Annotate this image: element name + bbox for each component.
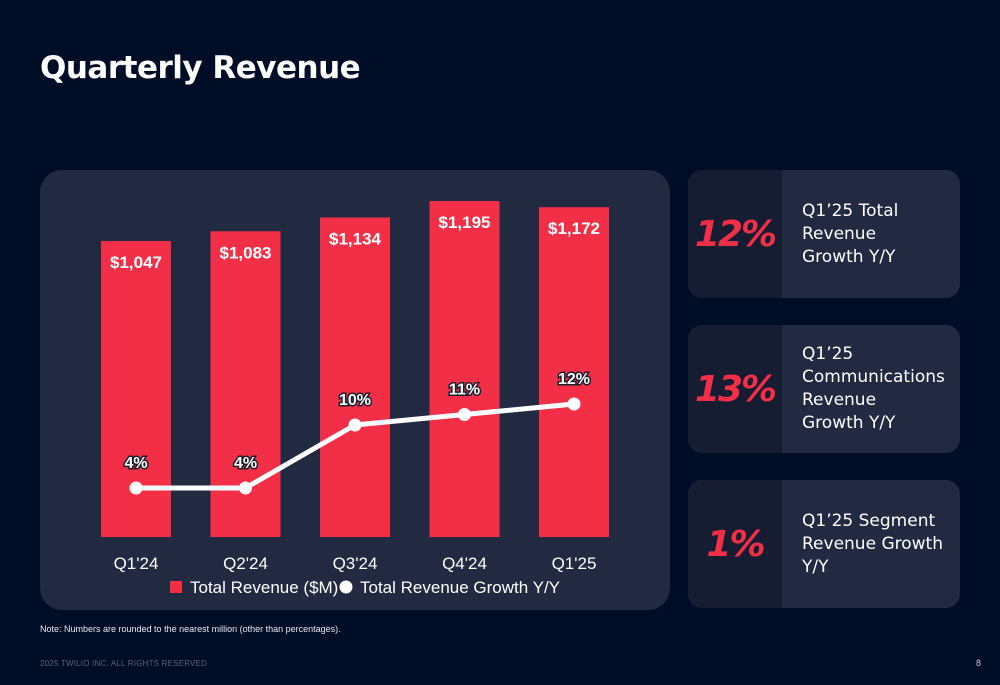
kpi-value-box: 1% — [688, 480, 782, 608]
kpi-value-box: 12% — [688, 170, 782, 298]
kpi-card-segment-revenue-growth: 1% Q1’25 Segment Revenue Growth Y/Y — [688, 480, 960, 608]
growth-point-label: 11% — [449, 382, 480, 399]
kpi-label-box: Q1’25 Total Revenue Growth Y/Y — [782, 170, 960, 298]
growth-point-label: 10% — [339, 392, 371, 409]
revenue-bar-label: $1,172 — [548, 219, 600, 238]
revenue-bar-label: $1,083 — [220, 243, 272, 262]
legend-swatch-growth — [339, 580, 353, 594]
growth-point-label: 12% — [558, 371, 590, 388]
kpi-label: Q1’25 Total Revenue Growth Y/Y — [802, 200, 899, 267]
legend-label-growth: Total Revenue Growth Y/Y — [360, 578, 560, 597]
growth-point-label: 4% — [234, 455, 257, 472]
revenue-bar — [539, 207, 609, 537]
kpi-label-box: Q1’25 Communications Revenue Growth Y/Y — [782, 325, 960, 453]
kpi-label: Q1’25 Communications Revenue Growth Y/Y — [802, 344, 945, 433]
growth-point — [129, 481, 143, 495]
growth-point — [567, 397, 581, 411]
kpi-value-box: 13% — [688, 325, 782, 453]
growth-point — [239, 481, 252, 495]
kpi-card-communications-revenue-growth: 13% Q1’25 Communications Revenue Growth … — [688, 325, 960, 453]
x-tick-label: Q1'24 — [114, 554, 159, 573]
kpi-card-total-revenue-growth: 12% Q1’25 Total Revenue Growth Y/Y — [688, 170, 960, 298]
growth-point — [348, 418, 362, 432]
legend-label-revenue: Total Revenue ($M) — [190, 578, 338, 597]
growth-point — [458, 408, 471, 421]
footnote: Note: Numbers are rounded to the nearest… — [40, 624, 341, 634]
x-tick-label: Q2'24 — [223, 554, 268, 573]
growth-point-label: 4% — [124, 455, 147, 472]
revenue-bar-label: $1,195 — [439, 213, 491, 232]
revenue-bar — [320, 217, 390, 537]
revenue-bar-label: $1,134 — [329, 229, 382, 248]
x-tick-label: Q4'24 — [442, 554, 487, 573]
page-number: 8 — [975, 658, 981, 668]
x-tick-label: Q3'24 — [333, 554, 378, 573]
revenue-chart: $1,047 $1,083 $1,134 $1,195 $1,172 4% 4% 10% 11%… — [101, 201, 609, 597]
kpi-label: Q1’25 Segment Revenue Growth Y/Y — [802, 510, 943, 577]
page-title: Quarterly Revenue — [40, 50, 361, 86]
legend-swatch-revenue — [170, 581, 182, 593]
kpi-value: 1% — [706, 523, 765, 565]
kpi-value: 13% — [694, 368, 777, 410]
copyright-footer: 2025 TWILIO INC. ALL RIGHTS RESERVED — [40, 659, 208, 668]
revenue-bar — [429, 201, 500, 537]
kpi-value: 12% — [694, 213, 777, 255]
kpi-label-box: Q1’25 Segment Revenue Growth Y/Y — [782, 480, 960, 608]
revenue-bar-label: $1,047 — [110, 253, 162, 272]
revenue-chart-panel: $1,047 $1,083 $1,134 $1,195 $1,172 4% 4% 10% 11%… — [40, 170, 670, 610]
x-tick-label: Q1'25 — [552, 554, 597, 573]
